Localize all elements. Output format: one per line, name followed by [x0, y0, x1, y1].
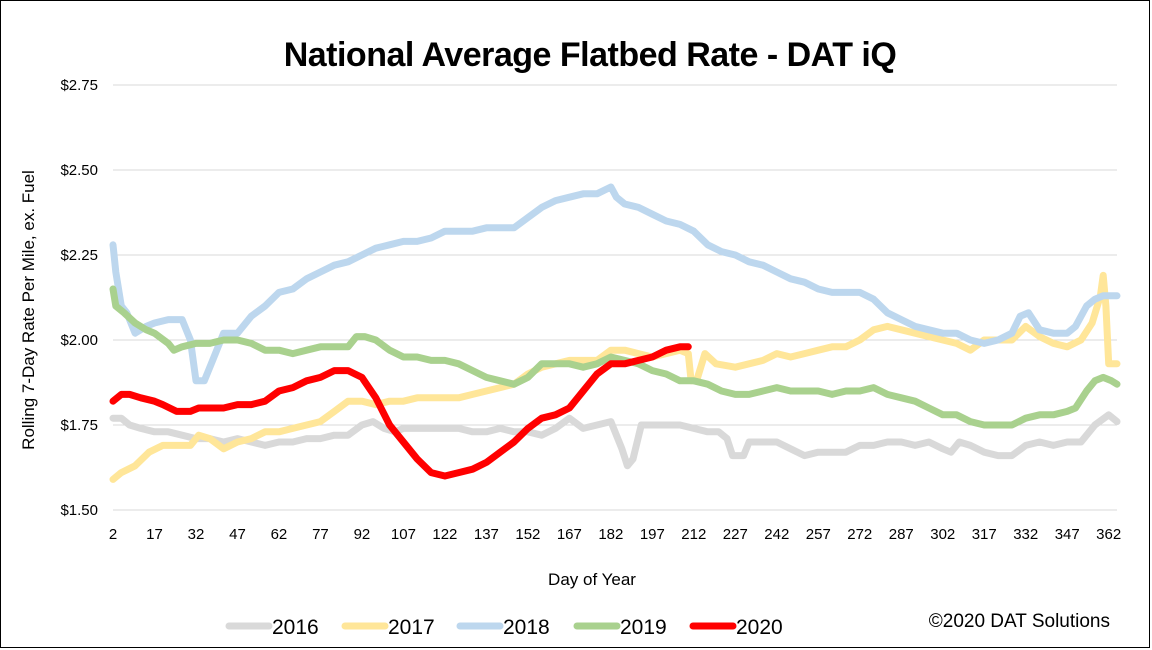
x-tick-label: 62	[271, 526, 288, 543]
x-tick-label: 2	[109, 526, 117, 543]
x-axis-title: Day of Year	[548, 570, 636, 589]
x-tick-label: 362	[1096, 526, 1121, 543]
y-tick-label: $1.75	[60, 417, 98, 434]
x-tick-label: 17	[146, 526, 163, 543]
legend-label-2017: 2017	[388, 616, 435, 639]
y-axis-ticks: $1.50 $1.75 $2.00 $2.25 $2.50 $2.75	[60, 77, 98, 519]
x-tick-label: 152	[515, 526, 540, 543]
x-tick-label: 137	[474, 526, 499, 543]
y-tick-label: $2.50	[60, 162, 98, 179]
x-tick-label: 317	[972, 526, 997, 543]
x-tick-label: 182	[598, 526, 623, 543]
x-tick-label: 107	[391, 526, 416, 543]
y-tick-label: $2.25	[60, 247, 98, 264]
x-tick-label: 257	[806, 526, 831, 543]
x-tick-label: 197	[640, 526, 665, 543]
x-tick-label: 272	[847, 526, 872, 543]
copyright-text: ©2020 DAT Solutions	[929, 611, 1110, 632]
x-tick-label: 212	[681, 526, 706, 543]
legend-label-2019: 2019	[620, 616, 667, 639]
x-tick-label: 77	[312, 526, 329, 543]
x-tick-label: 242	[764, 526, 789, 543]
series-line-2016	[109, 411, 1121, 470]
legend-label-2018: 2018	[503, 616, 550, 639]
x-tick-label: 32	[188, 526, 205, 543]
x-tick-label: 47	[229, 526, 246, 543]
x-tick-label: 167	[557, 526, 582, 543]
x-tick-label: 332	[1013, 526, 1038, 543]
x-tick-label: 347	[1055, 526, 1080, 543]
x-tick-label: 302	[930, 526, 955, 543]
series-line-2020	[109, 343, 692, 480]
y-axis-title: Rolling 7-Day Rate Per Mile, ex. Fuel	[19, 170, 38, 450]
y-tick-label: $2.00	[60, 332, 98, 349]
series-line-2019	[109, 285, 1121, 429]
x-axis-ticks: 2 17 32 47 62 77 92 107 122 137 152 167 182 197 212 227…	[109, 526, 1121, 543]
y-tick-label: $2.75	[60, 77, 98, 94]
chart-title: National Average Flatbed Rate - DAT iQ	[284, 36, 897, 74]
series-lines	[109, 183, 1121, 483]
y-tick-label: $1.50	[60, 502, 98, 519]
x-tick-label: 122	[432, 526, 457, 543]
x-tick-label: 287	[889, 526, 914, 543]
x-tick-label: 92	[354, 526, 371, 543]
legend: 2016 2017 2018 2019 2020	[225, 616, 783, 639]
x-tick-label: 227	[723, 526, 748, 543]
series-line-2018	[109, 183, 1121, 385]
legend-label-2020: 2020	[736, 616, 783, 639]
legend-label-2016: 2016	[272, 616, 319, 639]
